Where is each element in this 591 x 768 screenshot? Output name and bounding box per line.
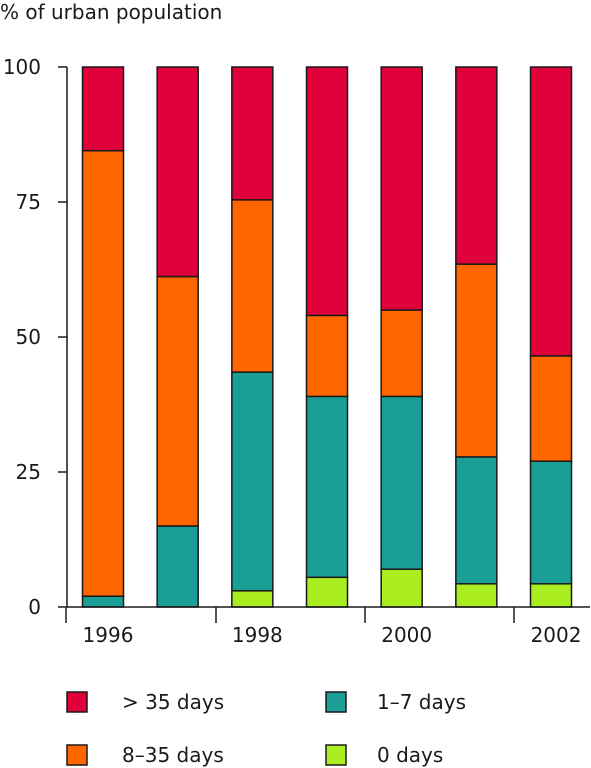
bar-segment-1998-s2 [231,199,274,373]
bar-segment-2001-s1 [455,456,498,585]
bar-segment-1997-s1 [156,525,199,608]
bar-segment-2000-s2 [380,309,423,398]
bar-segment-1998-s3 [231,66,274,201]
bar-segment-2002-s3 [529,66,573,357]
legend-swatch-3 [66,691,88,713]
bar-segment-2002-s2 [529,355,573,462]
y-tick-label-0: 0 [28,595,41,619]
bar-segment-2001-s2 [455,263,498,458]
x-tick-label-1998: 1998 [232,623,283,647]
bar-segment-2000-s0 [380,568,423,608]
bar-segment-1996-s3 [81,66,125,152]
bar-segment-1996-s1 [81,595,125,608]
legend-label-2: 8–35 days [122,743,224,767]
x-tick-label-2002: 2002 [531,623,582,647]
x-tick-label-1996: 1996 [83,623,134,647]
x-tick-label-2000: 2000 [381,623,432,647]
y-tick-label-75: 75 [16,190,41,214]
bar-segment-1998-s1 [231,371,274,592]
legend-label-1: 1–7 days [377,690,466,714]
y-axis-title: % of urban population [0,0,222,24]
bar-segment-1999-s0 [305,576,349,608]
legend-label-0: 0 days [377,743,443,767]
bar-segment-2001-s3 [455,66,498,265]
bar-segment-1999-s2 [305,314,349,398]
y-tick-label-100: 100 [3,55,41,79]
axes-group: 0 25 50 75 100 1996 1998 2000 2002 [3,55,590,647]
bar-segment-1997-s3 [156,66,199,278]
legend: > 35 days 1–7 days 8–35 days 0 days [66,690,466,767]
legend-label-3: > 35 days [122,690,224,714]
bar-segment-1999-s1 [305,395,349,579]
legend-swatch-1 [325,691,347,713]
bar-segment-2002-s1 [529,460,573,585]
y-tick-label-50: 50 [16,325,41,349]
bar-segment-1998-s0 [231,590,274,608]
bar-segment-1996-s2 [81,149,125,597]
bars-group [81,66,573,608]
bar-segment-1999-s3 [305,66,349,317]
bar-segment-2000-s3 [380,66,423,311]
legend-swatch-2 [66,744,88,766]
bar-segment-2001-s0 [455,583,498,608]
bar-segment-2002-s0 [529,583,573,608]
legend-swatch-0 [325,744,347,766]
bar-segment-2000-s1 [380,395,423,570]
bar-segment-1997-s2 [156,275,199,527]
y-tick-label-25: 25 [16,460,41,484]
